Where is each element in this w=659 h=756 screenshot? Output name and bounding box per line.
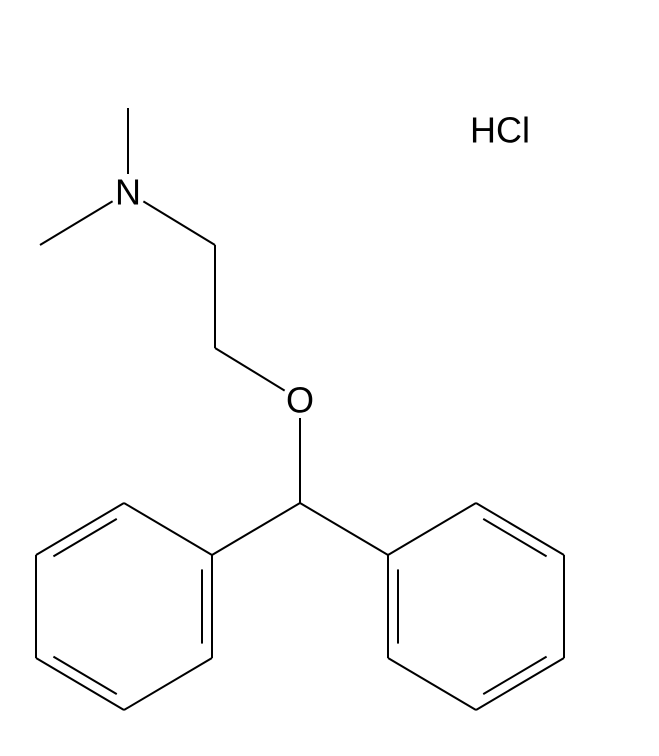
bond (388, 503, 476, 555)
bond (36, 657, 124, 710)
bond (202, 555, 212, 658)
atom-label-n: N (115, 172, 141, 213)
bond (212, 503, 300, 555)
bond (476, 657, 564, 710)
bond (124, 503, 212, 555)
bond (476, 503, 564, 556)
bond (300, 503, 388, 555)
bond (388, 555, 398, 658)
free-label: HCl (470, 110, 530, 151)
molecule-diagram: N O HCl (0, 0, 659, 756)
bond (143, 201, 215, 245)
bond (124, 658, 212, 710)
bond (36, 503, 124, 556)
bond (215, 348, 285, 391)
bond (388, 658, 476, 710)
bond (40, 201, 113, 245)
atom-label-o: O (286, 380, 314, 421)
